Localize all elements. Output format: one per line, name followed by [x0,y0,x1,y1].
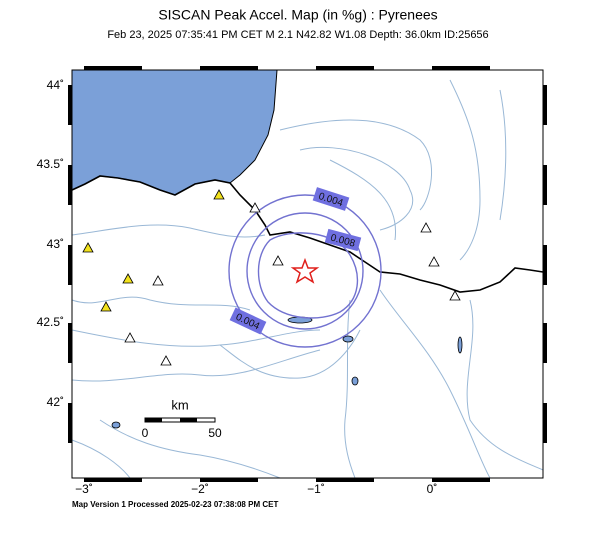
scale-bar: km 0 50 [142,397,222,440]
lat-label: 43.5˚ [37,157,64,171]
lon-label: 0˚ [427,482,438,496]
lon-label: −3˚ [75,482,93,496]
footer: Map Version 1 Processed 2025-02-23 07:38… [72,500,278,509]
lon-label: −1˚ [307,482,325,496]
lakes [111,316,463,429]
map-subtitle: Feb 23, 2025 07:35:41 PM CET M 2.1 N42.8… [107,29,488,41]
frame [68,66,547,482]
contour-outer [228,194,382,348]
lat-label: 44˚ [47,78,64,92]
scale-right: 50 [208,426,222,440]
lat-label: 42˚ [47,395,64,409]
lon-label: −2˚ [191,482,209,496]
rivers [71,79,544,479]
epicenter [290,257,320,284]
lon-labels: −3˚ −2˚ −1˚ 0˚ [75,482,437,496]
map-area: 0.004 0.008 0.004 km [71,69,544,479]
lat-labels: 44˚ 43.5˚ 43˚ 42.5˚ 42˚ [37,78,64,409]
map-title: SISCAN Peak Accel. Map (in %g) : Pyrenee… [158,7,437,23]
contour-middle [246,212,364,330]
stations [82,189,461,366]
lat-label: 43˚ [47,237,64,251]
lat-label: 42.5˚ [37,315,64,329]
border [71,175,544,293]
scale-left: 0 [142,426,149,440]
scale-unit: km [171,397,188,412]
